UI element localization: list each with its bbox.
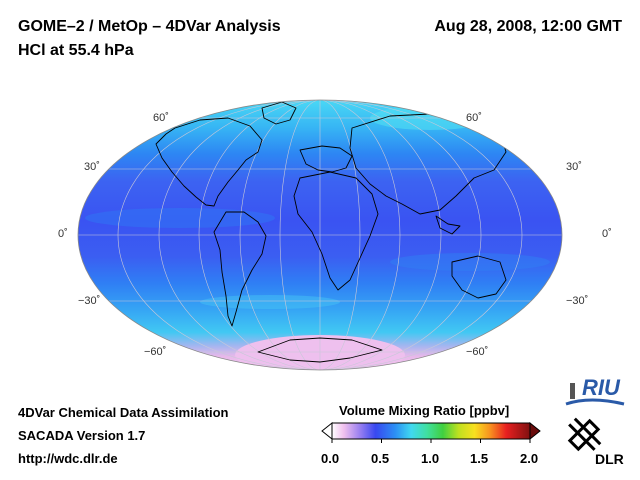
lat-label-eq-left: 0˚: [58, 228, 68, 240]
riu-logo-text: RIU: [582, 375, 620, 400]
lat-label-30n-right: 30˚: [566, 161, 582, 173]
colorbar-min-arrow: [321, 421, 333, 441]
south-america: [213, 211, 267, 327]
lat-label-30s-right: −30˚: [566, 295, 589, 307]
lat-label-eq-right: 0˚: [602, 228, 612, 240]
australia: [451, 255, 507, 299]
dlr-logo-mark: [567, 417, 602, 452]
africa: [293, 171, 379, 291]
footer-url[interactable]: http://wdc.dlr.de: [18, 451, 118, 466]
footer-version: SACADA Version 1.7: [18, 428, 146, 443]
colorbar-title: Volume Mixing Ratio [ppbv]: [339, 403, 510, 418]
map-datetime: Aug 28, 2008, 12:00 GMT: [434, 18, 622, 35]
map-subtitle: HCl at 55.4 hPa: [18, 42, 134, 59]
colorbar-tick: 1.0: [421, 451, 440, 466]
indonesia: [435, 215, 461, 235]
colorbar-tick: 1.5: [470, 451, 489, 466]
antarctica: [257, 337, 383, 363]
lat-label-60n-right: 60˚: [466, 112, 482, 124]
europe: [299, 145, 353, 173]
footer-assimilation: 4DVar Chemical Data Assimilation: [18, 405, 229, 420]
north-america: [155, 117, 263, 207]
map-outline: [77, 99, 563, 371]
lat-label-30n-left: 30˚: [84, 161, 100, 173]
lat-label-60s-left: −60˚: [144, 346, 167, 358]
colorbar-tick: 0.5: [371, 451, 390, 466]
colorbar: [321, 421, 541, 443]
lat-label-60n-left: 60˚: [153, 112, 169, 124]
colorbar-tick: 2.0: [520, 451, 539, 466]
dlr-logo-text: DLR: [595, 451, 624, 467]
graticule: [78, 100, 562, 370]
map-title: GOME–2 / MetOp – 4DVar Analysis: [18, 18, 281, 35]
lat-label-60s-right: −60˚: [466, 346, 489, 358]
lat-label-30s-left: −30˚: [78, 295, 101, 307]
colorbar-max-arrow: [529, 421, 541, 441]
colorbar-tick: 0.0: [321, 451, 340, 466]
riu-logo-mark: [565, 383, 625, 406]
colorbar-ramp: [331, 422, 531, 440]
